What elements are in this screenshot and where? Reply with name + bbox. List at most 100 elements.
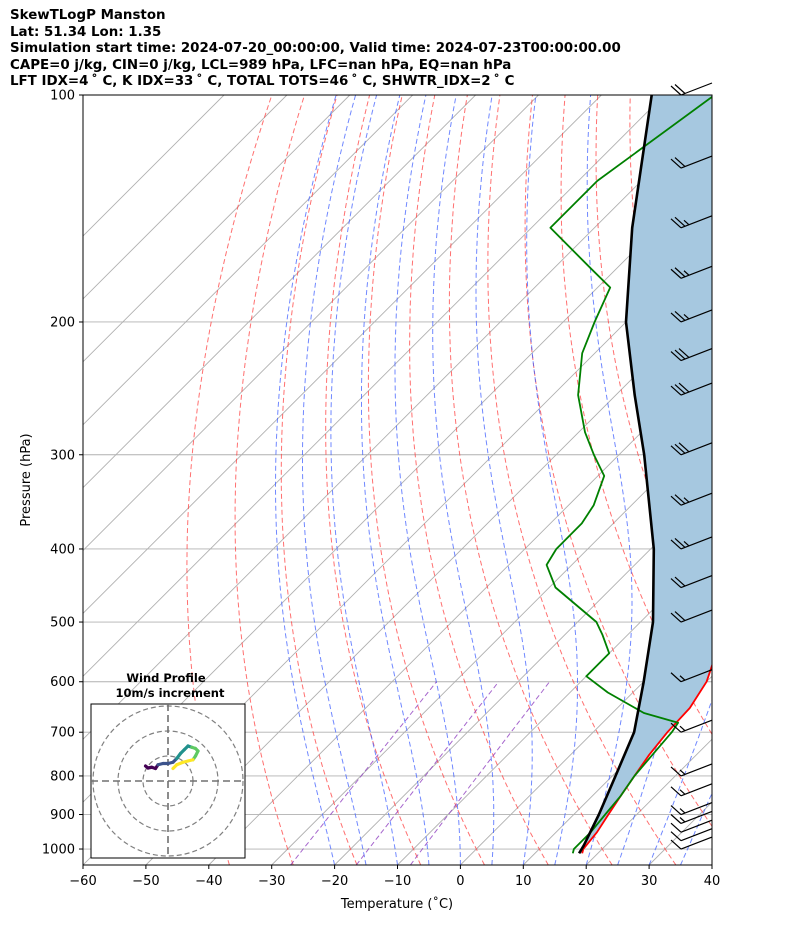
hodograph-content <box>91 704 245 858</box>
x-tick-label: −20 <box>321 874 348 889</box>
barb-full <box>674 157 686 168</box>
barb-full <box>674 611 686 621</box>
barb-half <box>679 789 686 795</box>
cape-shaded-area <box>579 95 712 854</box>
wind-barbs <box>670 82 713 850</box>
moist-adiabat-line <box>648 698 712 865</box>
mixing-ratio-line <box>290 681 437 865</box>
isotherm-line <box>83 95 539 552</box>
wind-barb <box>670 763 713 777</box>
station-title: SkewTLogP Manston <box>10 8 166 23</box>
barb-staff <box>680 155 713 169</box>
wind-barb <box>670 836 713 850</box>
isotherm-line <box>711 864 712 865</box>
barb-staff <box>680 669 713 683</box>
isotherm-line <box>145 298 712 865</box>
moist-adiabat-line <box>617 95 699 865</box>
barb-staff <box>680 828 713 842</box>
barb-half <box>679 725 686 732</box>
barb-half <box>679 817 686 823</box>
barb-staff <box>680 783 713 797</box>
x-tick-label: 30 <box>641 874 658 889</box>
barb-staff <box>680 215 713 229</box>
axes: −60 −50 −40 −30 −20 −10 0 10 20 30 40 100 200 300 400 5… <box>42 89 720 890</box>
mixing-ratio-line <box>355 681 499 865</box>
isotherm-line <box>83 95 476 489</box>
isotherm-line <box>83 109 712 740</box>
dry-adiabat-line <box>761 95 794 865</box>
barb-full <box>670 218 682 229</box>
y-tick-label: 800 <box>50 769 75 784</box>
barb-full <box>674 443 686 454</box>
x-tick-label: −30 <box>258 874 285 889</box>
moist-adiabat-line <box>394 95 461 865</box>
barb-staff <box>680 347 713 362</box>
moist-adiabat-line <box>475 95 533 865</box>
barb-staff <box>680 836 713 850</box>
y-tick-label: 100 <box>50 89 75 104</box>
isotherm-line <box>775 95 794 865</box>
barb-staff <box>680 382 713 396</box>
moist-adiabat-line <box>330 95 398 865</box>
isotherm-line <box>83 95 414 426</box>
stability-indices-1: CAPE=0 j/kg, CIN=0 j/kg, LCL=989 hPa, LF… <box>10 57 512 73</box>
chart-header: SkewTLogP Manston Lat: 51.34 Lon: 1.35 S… <box>10 8 621 91</box>
wind-barb <box>670 719 713 733</box>
y-tick-label: 400 <box>50 542 75 557</box>
dewpoint-line <box>545 95 712 854</box>
wind-barb <box>670 265 713 279</box>
barb-full <box>674 538 686 548</box>
x-tick-label: −40 <box>195 874 222 889</box>
wind-barb <box>670 82 713 96</box>
barb-half <box>679 769 686 775</box>
wind-barb <box>670 574 713 589</box>
dry-adiabat-line <box>448 95 613 865</box>
barb-full <box>670 822 682 833</box>
dry-adiabat-line <box>186 95 273 865</box>
moist-adiabat-line <box>302 95 367 865</box>
moist-adiabat-line <box>680 792 712 865</box>
hodograph-trace-segment <box>171 763 179 771</box>
barb-staff <box>680 810 713 825</box>
y-tick-label: 200 <box>50 315 75 330</box>
barb-full <box>674 216 686 227</box>
hodograph-subtitle: 10m/s increment <box>116 686 225 700</box>
barb-full <box>670 85 682 96</box>
wind-barb <box>670 536 713 550</box>
barb-full <box>674 576 686 587</box>
reference-lines <box>83 95 794 865</box>
barb-staff <box>680 309 713 323</box>
moist-adiabat-line <box>275 95 337 865</box>
moist-adiabat-line <box>585 95 633 865</box>
barb-half <box>683 270 690 276</box>
barb-full <box>674 267 686 278</box>
x-tick-label: −50 <box>132 874 159 889</box>
barb-full <box>674 494 686 505</box>
barb-staff <box>680 265 713 279</box>
isotherm-line <box>83 95 288 300</box>
barb-full <box>674 311 686 321</box>
dry-adiabat-line <box>487 95 677 865</box>
isotherm-line <box>334 486 712 865</box>
barb-full <box>670 385 682 396</box>
barb-full <box>670 766 682 777</box>
wind-barb <box>670 382 713 396</box>
dry-adiabat-line <box>595 95 712 639</box>
barb-full <box>678 382 690 393</box>
x-tick-label: 40 <box>704 874 721 889</box>
wind-barb <box>670 783 713 797</box>
barb-full <box>678 348 690 358</box>
barb-full <box>670 495 682 506</box>
barb-full <box>670 158 682 169</box>
isotherm-line <box>83 95 665 677</box>
wind-barb <box>670 155 713 169</box>
simulation-times: Simulation start time: 2024-07-20_00:00:… <box>10 41 621 56</box>
dry-adiabat-line <box>234 95 305 865</box>
barb-full <box>670 786 682 797</box>
wind-barb <box>670 669 713 683</box>
station-coordinates: Lat: 51.34 Lon: 1.35 <box>10 24 162 40</box>
barb-full <box>670 612 682 623</box>
wind-barb <box>670 819 713 833</box>
